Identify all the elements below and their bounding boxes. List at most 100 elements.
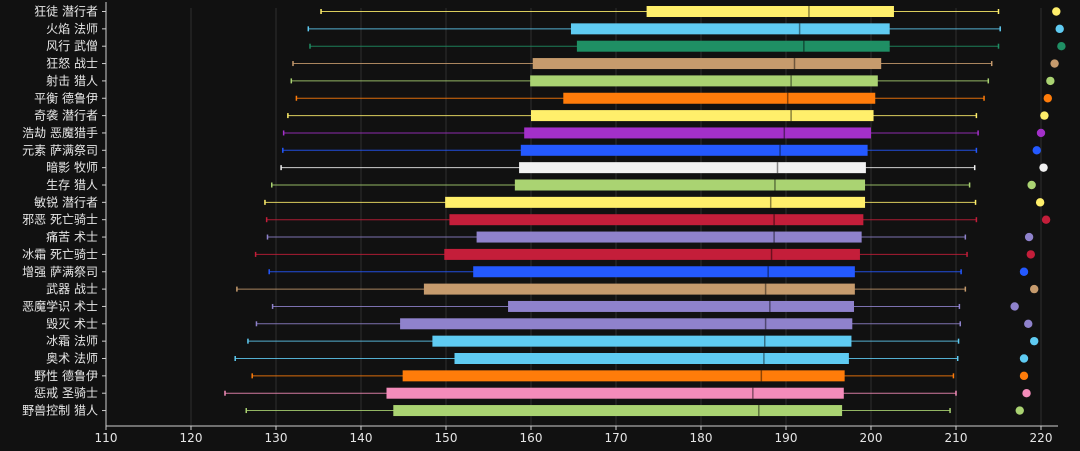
max-point bbox=[1043, 94, 1053, 103]
box-row bbox=[271, 300, 1019, 312]
x-tick-label-160: 160 bbox=[520, 431, 543, 445]
y-axis-label: 邪恶 死亡骑士 bbox=[22, 213, 98, 227]
x-tick-label-180: 180 bbox=[690, 431, 713, 445]
iqr-box bbox=[386, 387, 844, 399]
box-row bbox=[292, 58, 1059, 70]
box-row bbox=[287, 110, 1049, 122]
max-point bbox=[1041, 215, 1051, 224]
y-axis-label: 风行 武僧 bbox=[46, 39, 98, 53]
iqr-box bbox=[454, 353, 849, 364]
iqr-box bbox=[393, 405, 843, 417]
box-row bbox=[251, 370, 1029, 382]
iqr-box bbox=[514, 179, 866, 191]
box-row bbox=[282, 127, 1046, 139]
iqr-box bbox=[563, 92, 876, 104]
max-point bbox=[1024, 319, 1033, 328]
x-tick-label-170: 170 bbox=[605, 431, 628, 445]
y-axis-label: 射击 猎人 bbox=[46, 73, 98, 88]
iqr-box bbox=[400, 318, 853, 330]
iqr-box bbox=[646, 6, 894, 17]
box-row bbox=[265, 214, 1051, 226]
y-axis-label: 野兽控制 猎人 bbox=[22, 404, 98, 418]
y-axis-label: 元素 萨满祭司 bbox=[22, 143, 98, 157]
y-axis-label: 痛苦 术士 bbox=[46, 229, 98, 244]
box-row bbox=[264, 196, 1045, 208]
y-axis-label: 浩劫 恶魔猎手 bbox=[22, 125, 98, 140]
box-row bbox=[320, 6, 1061, 17]
y-axis-label: 奥术 法师 bbox=[46, 352, 98, 366]
max-point bbox=[1040, 111, 1049, 120]
y-axis-label: 暗影 牧师 bbox=[46, 160, 98, 175]
box-row bbox=[254, 248, 1036, 260]
y-axis-label: 冰霜 法师 bbox=[46, 334, 98, 348]
max-point bbox=[1055, 24, 1064, 34]
x-tick-label-150: 150 bbox=[435, 431, 458, 445]
iqr-box bbox=[530, 75, 878, 87]
max-point bbox=[1057, 42, 1066, 51]
y-axis-label: 野性 德鲁伊 bbox=[34, 368, 98, 383]
y-axis-label: 狂怒 战士 bbox=[46, 56, 98, 71]
max-point bbox=[1050, 59, 1059, 68]
box-row bbox=[268, 266, 1029, 278]
x-tick-label-220: 220 bbox=[1030, 431, 1053, 445]
max-point bbox=[1046, 76, 1055, 86]
x-tick-label-110: 110 bbox=[95, 431, 118, 445]
iqr-box bbox=[519, 162, 866, 174]
axes bbox=[102, 2, 1058, 430]
iqr-box bbox=[449, 214, 864, 226]
y-axis-label: 平衡 德鲁伊 bbox=[34, 90, 98, 105]
iqr-box bbox=[508, 300, 854, 312]
max-point bbox=[1030, 284, 1039, 294]
box-row bbox=[280, 162, 1048, 174]
iqr-box bbox=[402, 370, 845, 382]
max-point bbox=[1035, 198, 1045, 207]
box-row bbox=[234, 353, 1029, 364]
iqr-box bbox=[476, 231, 862, 243]
max-point bbox=[1052, 7, 1061, 16]
max-point bbox=[1039, 163, 1048, 172]
box-row bbox=[245, 405, 1024, 417]
max-point bbox=[1015, 406, 1024, 415]
x-tick-label-190: 190 bbox=[775, 431, 798, 445]
iqr-box bbox=[423, 283, 855, 295]
max-point bbox=[1030, 336, 1039, 346]
y-axis-label: 武器 战士 bbox=[46, 282, 98, 296]
iqr-box bbox=[531, 110, 874, 122]
max-point bbox=[1027, 180, 1036, 190]
box-rows bbox=[224, 6, 1066, 417]
y-axis-label: 火焰 法师 bbox=[46, 21, 98, 36]
x-tick-label-210: 210 bbox=[945, 431, 968, 445]
iqr-box bbox=[445, 196, 866, 208]
box-row bbox=[307, 23, 1064, 35]
y-axis-label: 冰霜 死亡骑士 bbox=[22, 247, 98, 261]
y-axis-label: 狂徒 潜行者 bbox=[34, 5, 98, 19]
max-point bbox=[1022, 389, 1031, 398]
y-axis-label: 增强 萨满祭司 bbox=[22, 265, 98, 279]
iqr-box bbox=[520, 144, 868, 156]
iqr-box bbox=[444, 248, 860, 260]
box-row bbox=[266, 231, 1034, 243]
box-row bbox=[224, 387, 1031, 399]
x-tick-label-120: 120 bbox=[180, 431, 203, 445]
x-axis-tick-labels: 110 120 130 140 150 160 170 180 190 200 210 220 bbox=[95, 431, 1053, 445]
iqr-box bbox=[570, 23, 890, 35]
box-row bbox=[236, 283, 1039, 295]
iqr-box bbox=[432, 335, 852, 347]
max-point bbox=[1019, 354, 1029, 363]
y-axis-label: 毁灭 术士 bbox=[46, 316, 98, 331]
y-axis-label: 敏锐 潜行者 bbox=[34, 194, 98, 209]
max-point bbox=[1036, 128, 1046, 138]
max-point bbox=[1010, 302, 1019, 311]
box-row bbox=[255, 318, 1033, 330]
y-axis-label: 奇袭 潜行者 bbox=[34, 108, 98, 123]
iqr-box bbox=[576, 40, 890, 52]
box-row bbox=[247, 335, 1039, 347]
x-tick-label-140: 140 bbox=[350, 431, 373, 445]
x-tick-label-130: 130 bbox=[265, 431, 288, 445]
x-tick-label-200: 200 bbox=[860, 431, 883, 445]
box-row bbox=[309, 40, 1066, 52]
iqr-box bbox=[473, 266, 855, 278]
